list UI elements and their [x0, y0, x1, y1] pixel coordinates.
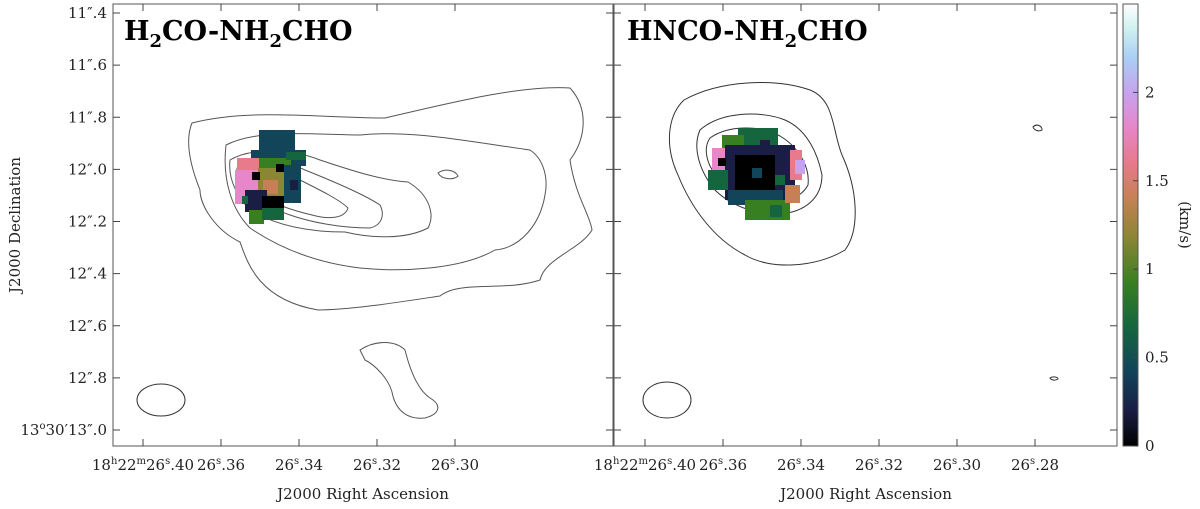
left-contour-outer — [188, 87, 593, 311]
colorbar-gradient — [1122, 3, 1139, 447]
left-x-tick-label: 26s.32 — [353, 456, 401, 474]
left-contours — [188, 87, 593, 419]
right-contour-tiny — [1049, 376, 1059, 381]
right-plot-frame — [613, 3, 1118, 447]
y-tick-label: 12″.0 — [68, 160, 107, 178]
right-x-tick-label: 26s.36 — [699, 456, 747, 474]
colorbar-tick-label: 2 — [1145, 83, 1155, 101]
colorbar-tick-label: 0 — [1145, 437, 1155, 455]
y-tick-label: 12″.8 — [68, 369, 107, 387]
colorbar-label: (km/s) — [1176, 201, 1194, 249]
right-x-tick-label: 26s.28 — [1011, 456, 1059, 474]
right-contour-outer — [668, 82, 856, 266]
left-contour-2 — [224, 133, 547, 271]
y-tick-label: 11″.4 — [68, 4, 107, 22]
left-velocity-map — [235, 130, 306, 224]
colorbar-tick-label: 0.5 — [1145, 349, 1169, 367]
right-x-tick-label: 26s.32 — [855, 456, 903, 474]
right-velocity-map — [708, 128, 805, 220]
colorbar-tick-label: 1.5 — [1145, 172, 1169, 190]
left-contour-small-blob — [437, 169, 459, 180]
left-x-tick-label: 26s.34 — [275, 456, 323, 474]
right-contour-small-blob — [1032, 124, 1043, 132]
right-y-ticks — [614, 12, 1117, 431]
left-x-tick-label: 26s.30 — [431, 456, 479, 474]
x-axis-label-right: J2000 Right Ascension — [778, 485, 952, 503]
left-plot-frame — [112, 3, 614, 447]
right-x-ticks: 18h22m26s.40 26s.36 26s.34 26s.32 26s.30 26s.… — [594, 4, 1059, 474]
colorbar-tick-label: 1 — [1145, 260, 1155, 278]
y-tick-label: 12″.4 — [68, 265, 107, 283]
left-panel: H2CO-NH2CHO 11″.4 11″.6 11″.8 12″.0 12″.2 12″… — [6, 3, 614, 503]
left-panel-title: H2CO-NH2CHO — [124, 16, 353, 52]
left-contour-south-clump — [359, 342, 439, 419]
y-tick-label: 11″.8 — [68, 108, 107, 126]
y-tick-label: 12″.2 — [68, 213, 107, 231]
y-tick-label: 13o30′13″.0 — [20, 421, 107, 439]
left-x-ticks: 18h22m26s.40 26s.36 26s.34 26s.32 26s.30 — [92, 4, 479, 474]
x-axis-label-left: J2000 Right Ascension — [275, 485, 449, 503]
right-panel-title: HNCO-NH2CHO — [627, 16, 868, 52]
left-x-tick-label: 26s.36 — [197, 456, 245, 474]
colorbar: 0 0.5 1 1.5 2 (km/s) — [1122, 3, 1194, 455]
right-x-tick-label: 26s.34 — [777, 456, 825, 474]
left-x-tick-label: 18h22m26s.40 — [92, 456, 194, 474]
left-y-ticks: 11″.4 11″.6 11″.8 12″.0 12″.2 12″.4 12″.6 12″.8… — [20, 4, 613, 439]
y-tick-label: 11″.6 — [68, 56, 107, 74]
right-beam — [642, 381, 692, 419]
right-x-tick-label: 18h22m26s.40 — [594, 456, 696, 474]
colorbar-ticks: 0 0.5 1 1.5 2 — [1133, 83, 1169, 455]
right-x-tick-label: 26s.30 — [933, 456, 981, 474]
y-axis-label: J2000 Declination — [6, 157, 24, 295]
left-beam — [136, 383, 186, 417]
y-tick-label: 12″.6 — [68, 317, 107, 335]
right-panel: HNCO-NH2CHO 18h22m26s.40 26s.36 26s.34 26s.… — [594, 3, 1118, 503]
